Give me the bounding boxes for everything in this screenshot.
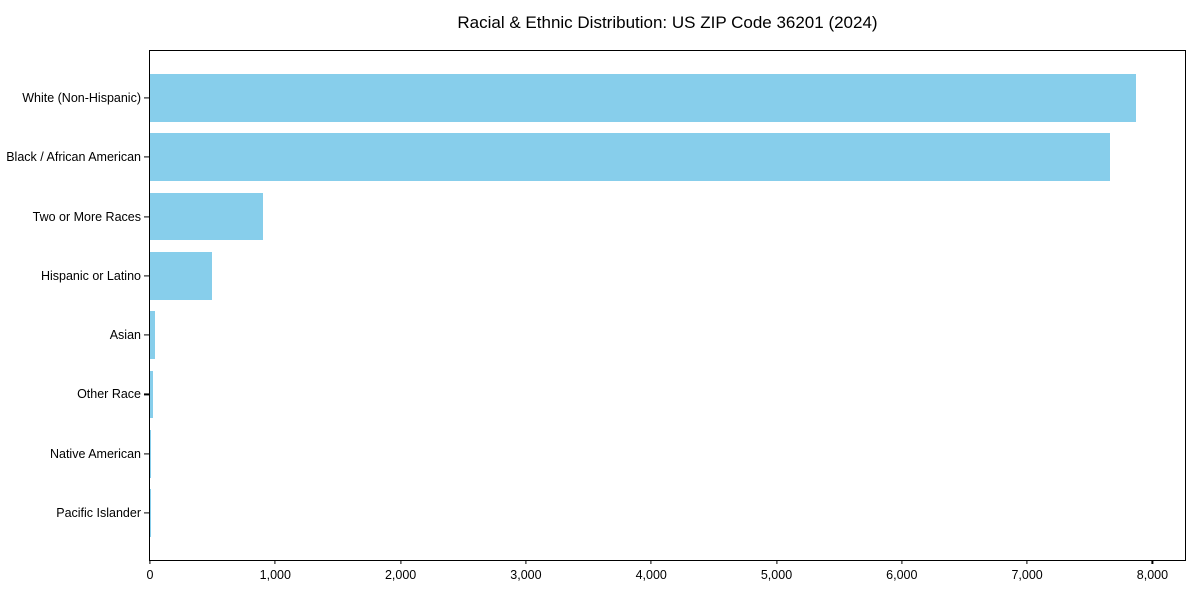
bar-0 (150, 74, 1136, 122)
x-axis-tick-label-4: 4,000 (635, 568, 667, 582)
x-axis-tick-label-2: 2,000 (384, 568, 417, 582)
y-tick-7 (144, 512, 149, 514)
y-tick-2 (144, 215, 149, 218)
y-tick-4 (144, 334, 149, 336)
y-axis-label-1: Black / African American (6, 150, 141, 165)
x-axis-tick-label-5: 5,000 (760, 568, 793, 582)
x-axis-tick-label-8: 8,000 (1136, 568, 1169, 582)
y-axis-label-2: Two or More Races (32, 209, 141, 224)
y-tick-6 (144, 453, 149, 455)
bar-4 (150, 311, 155, 359)
bar-6 (150, 430, 152, 478)
x-tick-7 (1026, 560, 1028, 564)
x-tick-6 (901, 560, 903, 564)
x-axis-tick-label-3: 3,000 (510, 568, 542, 582)
y-axis-label-3: Hispanic or Latino (40, 268, 141, 283)
y-axis-label-6: Native American (49, 446, 141, 461)
y-tick-0 (144, 97, 149, 99)
x-tick-8 (1151, 560, 1153, 564)
y-axis-label-5: Other Race (77, 387, 141, 402)
y-tick-5 (144, 393, 149, 396)
bar-2 (150, 192, 263, 241)
x-tick-3 (525, 560, 527, 564)
x-axis-tick-label-7: 7,000 (1011, 568, 1043, 582)
x-tick-4 (650, 560, 652, 564)
x-axis-tick-label-0: 0 (146, 568, 154, 582)
bar-5 (150, 370, 153, 419)
x-tick-0 (149, 560, 151, 564)
y-axis-label-0: White (Non-Hispanic) (22, 90, 141, 105)
y-axis-label-4: Asian (109, 328, 141, 343)
y-tick-1 (144, 156, 149, 158)
bar-3 (150, 252, 213, 300)
plot-area: White (Non-Hispanic) Black / African Amer… (6, 50, 1186, 582)
bar-1 (150, 133, 1111, 181)
chart-title: Racial & Ethnic Distribution: US ZIP Cod… (457, 13, 878, 32)
x-axis-tick-label-1: 1,000 (259, 568, 291, 582)
x-tick-5 (775, 560, 778, 564)
x-axis-tick-label-6: 6,000 (886, 568, 918, 582)
y-tick-3 (144, 275, 149, 277)
x-tick-2 (400, 560, 402, 564)
y-axis-label-7: Pacific Islander (56, 506, 141, 521)
x-tick-1 (274, 560, 276, 564)
